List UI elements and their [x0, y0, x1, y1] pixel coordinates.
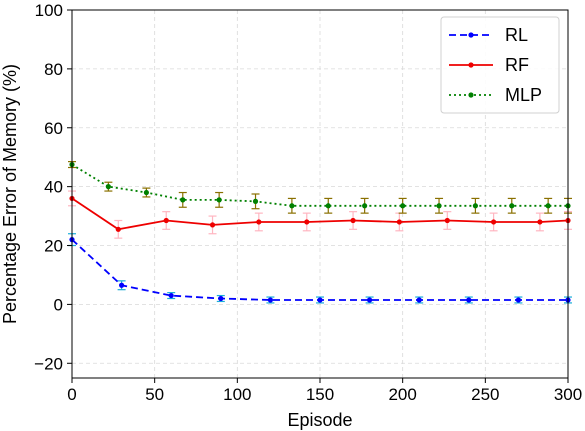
rl-point	[317, 297, 323, 303]
rf-point	[350, 217, 356, 224]
legend-marker-rl	[468, 32, 474, 38]
rl-point	[119, 282, 125, 288]
x-tick-label: 150	[306, 385, 334, 404]
rf-point	[209, 222, 216, 228]
y-tick-label: 60	[44, 119, 63, 138]
legend-label-rf: RF	[505, 55, 529, 75]
x-tick-label: 0	[67, 385, 76, 404]
x-axis-title: Episode	[287, 410, 352, 430]
y-tick-label: 80	[44, 60, 63, 79]
legend-label-mlp: MLP	[505, 85, 542, 105]
rl-point	[515, 297, 522, 303]
mlp-point	[325, 203, 331, 209]
rf-point	[491, 219, 497, 225]
mlp-point	[180, 197, 186, 203]
mlp-point	[252, 198, 259, 204]
y-tick-label: 40	[44, 178, 63, 197]
rf-point	[444, 217, 450, 224]
series-markers	[69, 161, 571, 303]
x-tick-label: 100	[223, 385, 251, 404]
rf-point	[256, 219, 262, 225]
mlp-point	[400, 203, 406, 209]
mlp-point	[362, 203, 368, 209]
y-tick-label: 100	[35, 1, 63, 20]
y-tick-label: −20	[34, 354, 63, 373]
rl-point	[367, 297, 373, 303]
legend: RL RF MLP	[440, 16, 560, 114]
mlp-point	[216, 197, 222, 203]
mlp-point	[545, 203, 551, 209]
y-axis-title: Percentage Error of Memory (%)	[0, 64, 20, 324]
rl-point	[466, 297, 472, 303]
mlp-point	[472, 203, 479, 209]
rl-point	[416, 297, 422, 303]
rf-point	[396, 219, 402, 225]
mlp-point	[436, 203, 442, 209]
x-tick-label: 200	[388, 385, 416, 404]
rf-point	[537, 219, 543, 225]
rl-point	[267, 297, 273, 303]
mlp-point	[509, 203, 515, 209]
rl-point	[168, 292, 174, 299]
x-tick-label: 250	[471, 385, 499, 404]
rf-point	[115, 226, 121, 232]
error-bars	[68, 161, 572, 304]
rf-point	[304, 219, 310, 225]
mlp-series-line	[71, 163, 568, 207]
rf-point	[163, 217, 169, 224]
y-tick-label: 0	[54, 295, 63, 314]
legend-box	[440, 16, 560, 114]
legend-label-rl: RL	[505, 25, 528, 45]
mlp-point	[143, 189, 149, 196]
x-tick-label: 50	[145, 385, 164, 404]
mlp-point	[105, 184, 111, 190]
x-tick-label: 300	[554, 385, 582, 404]
mlp-point	[289, 203, 295, 209]
legend-marker-rf	[468, 62, 474, 68]
y-tick-label: 20	[44, 237, 63, 256]
rl-point	[218, 295, 224, 302]
legend-marker-mlp	[468, 92, 474, 98]
rf-series-line	[71, 197, 569, 231]
